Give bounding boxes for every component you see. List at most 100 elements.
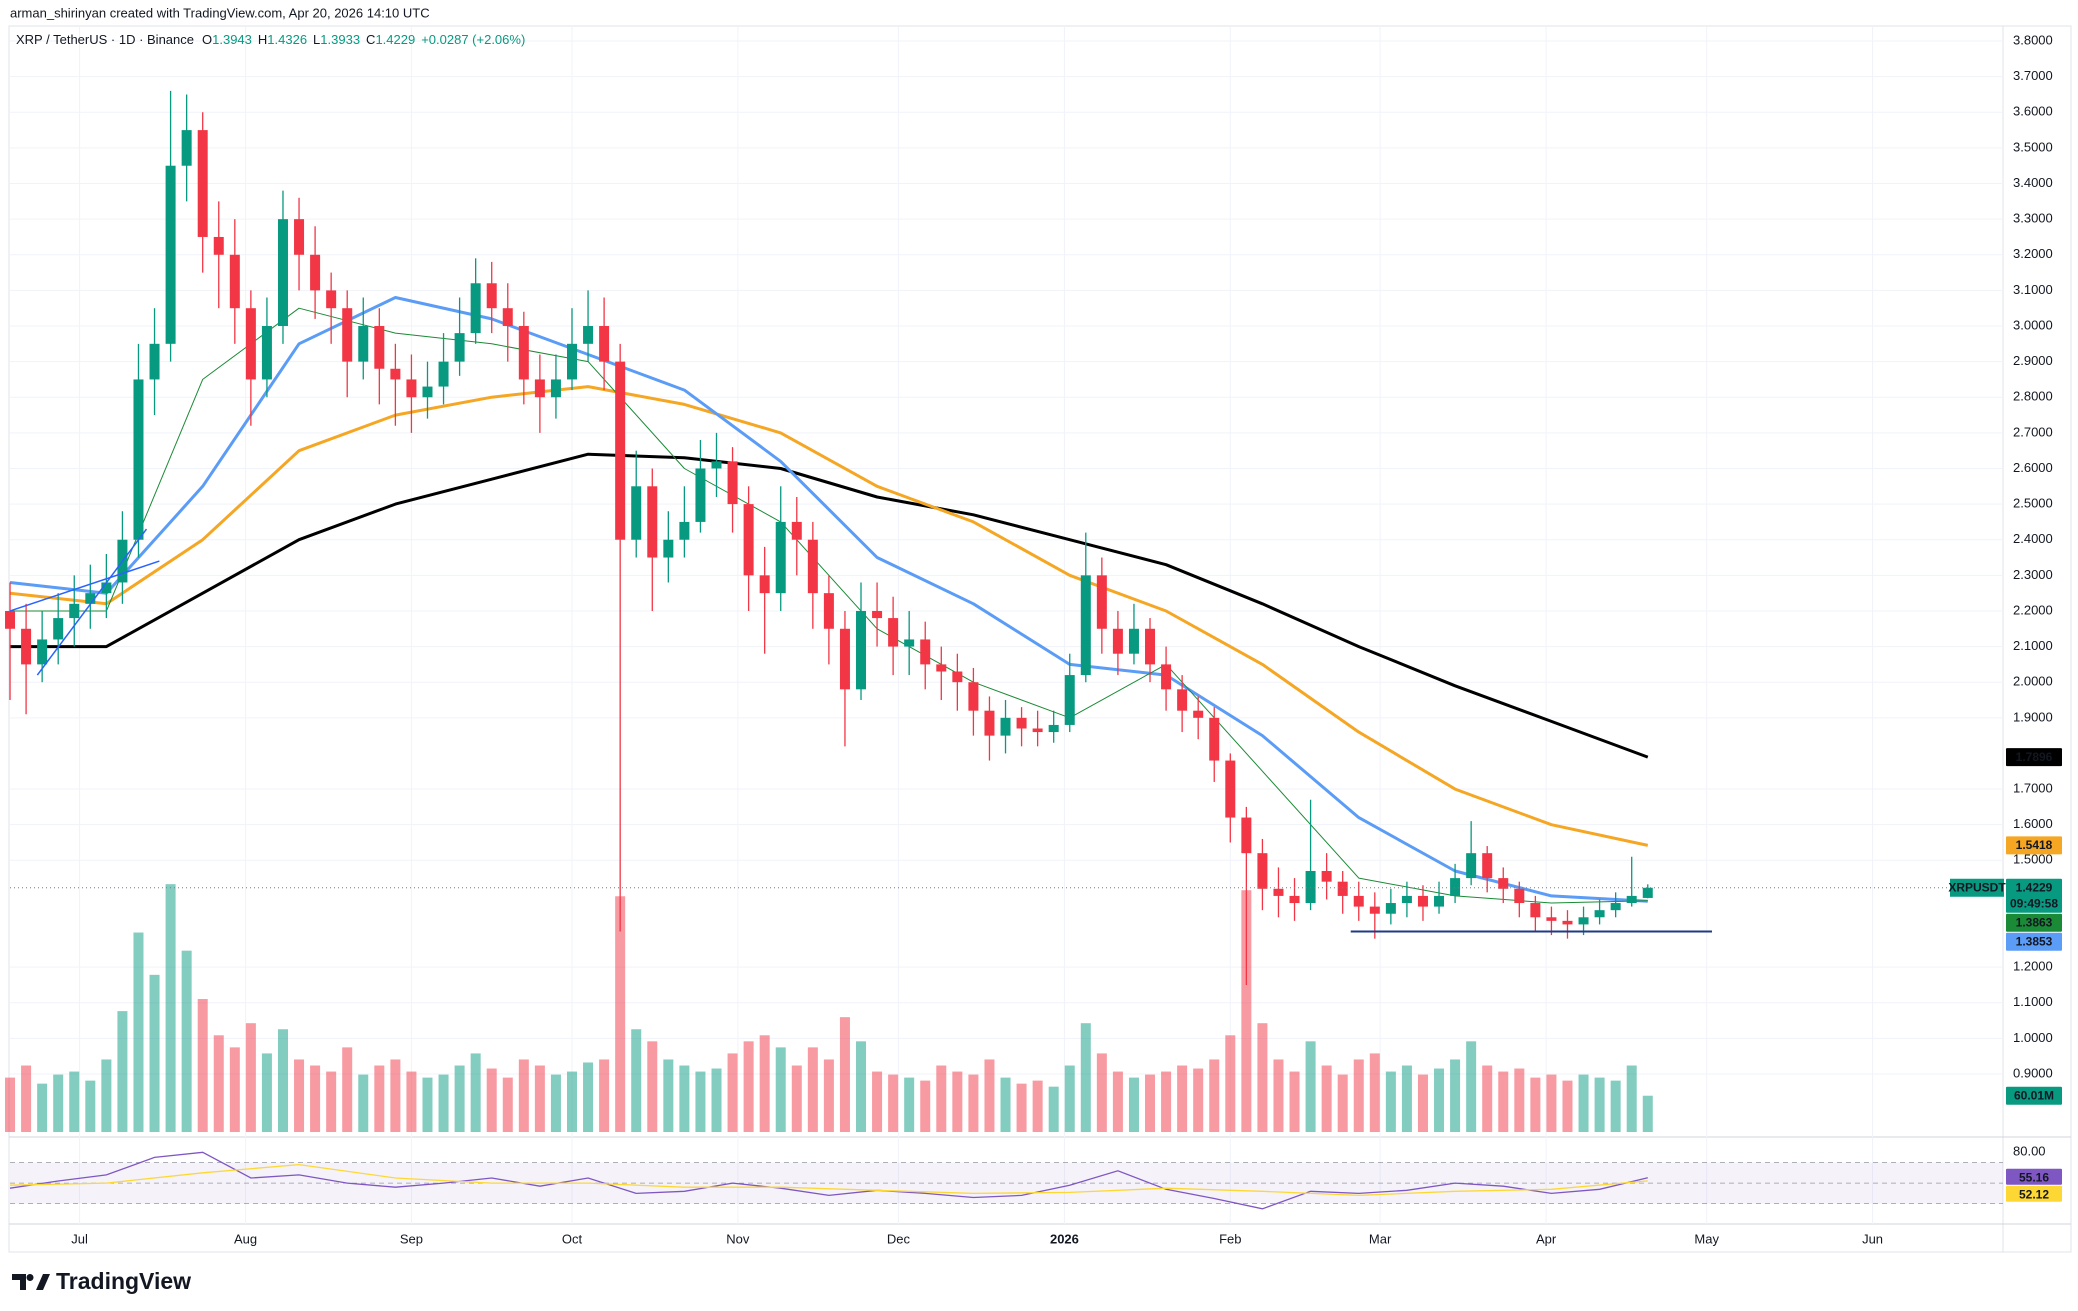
volume-bar <box>1546 1074 1557 1132</box>
volume-bar <box>743 1041 754 1132</box>
volume-bar <box>358 1074 369 1132</box>
ohlc-value: 1.3933 <box>320 32 360 47</box>
volume-bar <box>872 1071 883 1132</box>
volume-bar <box>133 932 144 1132</box>
candle-body <box>968 682 979 711</box>
volume-bar <box>1193 1068 1204 1132</box>
y-tick-label: 1.7000 <box>2013 780 2053 795</box>
volume-bar <box>518 1059 529 1132</box>
volume-bar <box>1562 1080 1573 1132</box>
volume-bar <box>438 1074 449 1132</box>
y-tick-label: 2.6000 <box>2013 460 2053 475</box>
volume-bar <box>1385 1071 1396 1132</box>
y-tick-label: 2.1000 <box>2013 638 2053 653</box>
volume-bar <box>1273 1059 1284 1132</box>
volume-bar <box>1337 1074 1348 1132</box>
candle-body <box>422 386 433 398</box>
volume-bar <box>454 1065 465 1132</box>
x-tick-label: Jul <box>71 1231 88 1246</box>
value-tag: 1.3863 <box>2016 915 2053 929</box>
candle-body <box>1530 903 1541 918</box>
volume-bar <box>1080 1023 1091 1132</box>
y-tick-label: 3.6000 <box>2013 104 2053 119</box>
candle-body <box>5 610 16 629</box>
volume-bar <box>1482 1065 1493 1132</box>
volume-bar <box>21 1065 32 1132</box>
volume-bar <box>615 896 626 1132</box>
candle-body <box>470 283 481 334</box>
volume-bar <box>277 1029 288 1132</box>
trend-line <box>36 528 148 676</box>
y-tick-label: 2.0000 <box>2013 674 2053 689</box>
candle-body <box>1369 906 1380 914</box>
x-tick-label: Apr <box>1536 1231 1557 1246</box>
candle-body <box>1434 895 1445 907</box>
candle-body <box>245 308 256 380</box>
volume-bar <box>534 1065 545 1132</box>
candle-body <box>406 379 417 398</box>
x-tick-label: Oct <box>562 1231 583 1246</box>
symbol-header: XRP / TetherUS · 1D · Binance O1.3943 H1.4… <box>16 32 525 47</box>
y-tick-label: 2.2000 <box>2013 602 2053 617</box>
candle-body <box>631 486 642 540</box>
trend-line <box>9 560 160 612</box>
symbol-tag: XRPUSDT <box>1948 880 2006 894</box>
value-tag: 1.7896 <box>2016 750 2053 764</box>
volume-bar <box>566 1071 577 1132</box>
volume-bar <box>1145 1074 1156 1132</box>
volume-bar <box>1241 890 1252 1132</box>
ohlc-key: H <box>258 32 267 47</box>
volume-bar <box>149 974 160 1132</box>
plot-area <box>5 90 2003 1210</box>
candle-body <box>1016 717 1027 729</box>
volume-bar <box>1305 1041 1316 1132</box>
volume-bar <box>213 1035 224 1132</box>
candle-body <box>679 521 690 540</box>
ohlc-value: 1.3943 <box>212 32 252 47</box>
y-tick-label: 2.8000 <box>2013 389 2053 404</box>
y-tick-label: 1.0000 <box>2013 1030 2053 1045</box>
candle-body <box>952 671 963 683</box>
volume-bar <box>1498 1071 1509 1132</box>
candle-body <box>133 379 144 540</box>
value-tag: 55.16 <box>2019 1170 2049 1184</box>
candle-body <box>1177 689 1188 711</box>
value-tag: 1.5418 <box>2016 838 2053 852</box>
candle-body <box>454 333 465 362</box>
candle-body <box>85 593 96 604</box>
candle-body <box>1562 920 1573 925</box>
x-tick-label: Mar <box>1369 1231 1392 1246</box>
candle-body <box>647 486 658 558</box>
volume-bar <box>1000 1077 1011 1132</box>
candle-body <box>149 343 160 380</box>
x-tick-label: May <box>1694 1231 1719 1246</box>
volume-bar <box>165 884 176 1132</box>
y-tick-label: 3.4000 <box>2013 175 2053 190</box>
candle-body <box>1353 895 1364 907</box>
ohlc-value: 1.4229 <box>375 32 415 47</box>
volume-bar <box>1434 1068 1445 1132</box>
y-tick-label: 1.1000 <box>2013 994 2053 1009</box>
y-tick-label: 1.5000 <box>2013 852 2053 867</box>
volume-bar <box>1225 1035 1236 1132</box>
x-tick-label: Nov <box>726 1231 750 1246</box>
candle-body <box>550 379 561 398</box>
volume-bar <box>888 1074 899 1132</box>
chart-title: XRP / TetherUS · 1D · Binance <box>16 32 194 47</box>
candle-body <box>1514 888 1525 904</box>
candle-body <box>181 130 192 166</box>
volume-bar <box>1578 1074 1589 1132</box>
rsi-line <box>9 1163 1648 1197</box>
candle-body <box>695 468 706 522</box>
volume-bar <box>936 1065 947 1132</box>
volume-bar <box>775 1047 786 1132</box>
candle-body <box>294 219 305 255</box>
volume-bar <box>647 1041 658 1132</box>
volume-bar <box>470 1053 481 1132</box>
candle-body <box>775 521 786 594</box>
volume-bar <box>390 1059 401 1132</box>
volume-bar <box>1112 1071 1123 1132</box>
volume-bar <box>839 1017 850 1132</box>
candle-body <box>936 664 947 672</box>
